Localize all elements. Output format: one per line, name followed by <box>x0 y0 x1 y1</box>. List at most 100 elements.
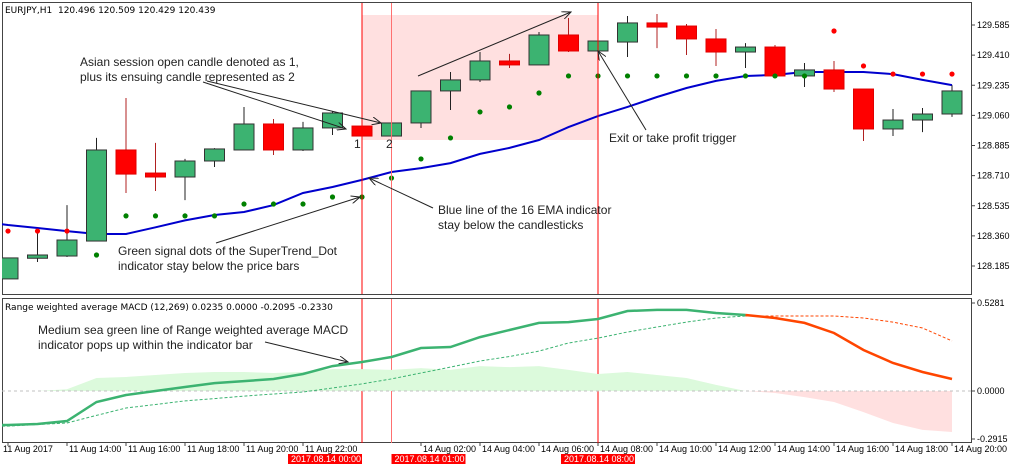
price-axis-label: 129.060 <box>977 110 1010 120</box>
candle <box>764 44 786 77</box>
annotation-macd: Medium sea green line of Range weighted … <box>38 323 349 362</box>
time-axis-label: 14 Aug 12:00 <box>718 444 771 454</box>
supertrend-dot-down <box>919 71 926 77</box>
macd-axis-label: -0.2915 <box>977 434 1008 444</box>
bear-candle-body <box>823 69 845 90</box>
annotation-ema-line2: stay below the candlesticks <box>438 218 583 232</box>
annotation-ema: Blue line of the 16 EMA indicator stay b… <box>369 178 611 232</box>
arrow-to-candle-2 <box>206 80 381 123</box>
bull-candle-body <box>233 123 255 151</box>
supertrend-dot-up <box>772 73 778 79</box>
annotation-exit-text: Exit or take profit trigger <box>609 131 736 145</box>
supertrend-dot-up <box>329 194 336 200</box>
bear-candle-body <box>646 22 668 28</box>
supertrend-dot-up <box>447 135 454 141</box>
bull-candle-body <box>27 254 48 259</box>
macd-histogram-positive <box>2 366 952 391</box>
supertrend-dot-up <box>300 201 306 207</box>
time-highlight-text: 2017.08.14 00:00 <box>291 454 361 464</box>
bear-candle-body <box>115 149 137 175</box>
axes: 129.585 129.410 129.235 129.060 128.885 128.7… <box>3 20 1010 464</box>
candle <box>499 53 520 69</box>
bear-candle-body <box>145 172 166 178</box>
bear-candle-body <box>558 34 579 52</box>
supertrend-dot-down <box>5 228 11 234</box>
time-axis-label: 11 Aug 18:00 <box>187 444 239 454</box>
time-axis-label: 14 Aug 02:00 <box>423 444 476 454</box>
bear-candle-body <box>705 38 727 53</box>
annotation-asian-line1: Asian session open candle denoted as 1, <box>80 55 299 69</box>
candle <box>882 109 904 137</box>
bull-candle-body <box>292 127 314 151</box>
supertrend-dot-up <box>654 73 660 79</box>
time-highlight-label: 2017.08.14 01:00 <box>391 454 466 464</box>
bull-candle-body <box>882 119 904 130</box>
arrow-to-exit-candle <box>598 51 647 131</box>
bull-candle-body <box>440 79 461 92</box>
annotation-dots-line1: Green signal dots of the SuperTrend_Dot <box>118 244 338 258</box>
supertrend-dot-up <box>683 73 690 79</box>
price-axis-label: 129.235 <box>977 80 1010 90</box>
bull-candle-body <box>469 60 491 81</box>
bull-candle-body <box>912 113 933 121</box>
supertrend-dot-up <box>742 73 749 79</box>
time-highlight-label: 2017.08.14 00:00 <box>288 454 362 464</box>
candle <box>115 97 137 194</box>
time-axis-label: 11 Aug 2017 <box>3 444 53 454</box>
bull-candle-body <box>322 112 343 129</box>
indicator-header: Range weighted average MACD (12,269) 0.0… <box>5 303 333 313</box>
candle <box>469 52 491 82</box>
annotation-asian-session: Asian session open candle denoted as 1, … <box>80 55 381 129</box>
trend-arrow <box>417 12 571 77</box>
time-axis-label: 14 Aug 04:00 <box>482 444 535 454</box>
supertrend-dot-up <box>211 213 218 219</box>
supertrend-dot-up <box>418 156 424 162</box>
bull-candle-body <box>2 257 19 280</box>
time-highlight-label: 2017.08.14 08:00 <box>561 454 635 464</box>
ema16-line <box>2 71 953 235</box>
bull-candle-body <box>56 239 78 257</box>
annotation-dots-line2: indicator stay below the price bars <box>118 259 299 273</box>
candle <box>27 231 48 263</box>
macd-signal-line-up <box>2 315 746 427</box>
price-axis-label: 128.535 <box>977 201 1010 211</box>
arrow-to-ema <box>369 178 434 209</box>
supertrend-dot-up <box>477 109 483 115</box>
annotation-ema-line1: Blue line of the 16 EMA indicator <box>438 203 611 217</box>
candle <box>233 106 255 151</box>
supertrend-dot-up <box>801 73 808 79</box>
supertrend-dot-up <box>270 201 277 207</box>
candle <box>440 71 461 111</box>
candle <box>528 32 550 66</box>
annotation-asian-line2: plus its ensuing candle represented as 2 <box>80 70 295 84</box>
price-axis-label: 129.410 <box>977 50 1010 60</box>
price-axis-label: 128.710 <box>977 171 1010 181</box>
time-axis-label: 11 Aug 22:00 <box>305 444 357 454</box>
bear-candle-body <box>853 88 874 130</box>
supertrend-dot-up <box>713 73 719 79</box>
candle <box>292 121 314 152</box>
annotation-macd-line2: indicator pops up within the indicator b… <box>38 338 253 352</box>
time-axis-label: 14 Aug 16:00 <box>836 444 889 454</box>
supertrend-dot-up <box>624 73 631 79</box>
candle <box>676 23 697 55</box>
supertrend-dot-down <box>64 228 70 234</box>
supertrend-dot-up <box>565 73 572 79</box>
supertrend-dot-up <box>536 90 542 96</box>
arrow-to-dot <box>215 197 360 244</box>
time-highlight-box <box>288 454 362 464</box>
supertrend-dot-up <box>152 213 159 219</box>
supertrend-dot-down <box>831 28 837 34</box>
time-axis-label: 14 Aug 08:00 <box>600 444 653 454</box>
bear-candle-body <box>676 25 697 40</box>
supertrend-dot-up <box>182 213 188 219</box>
macd-axis-label: 0.0000 <box>977 386 1005 396</box>
time-axis-label: 11 Aug 16:00 <box>128 444 180 454</box>
candle <box>204 148 225 168</box>
bear-candle-body <box>499 60 520 66</box>
supertrend-dot-down <box>949 71 955 77</box>
arrow-to-macd-line <box>264 341 348 362</box>
macd-plot <box>2 299 971 443</box>
time-axis-label: 11 Aug 14:00 <box>69 444 121 454</box>
